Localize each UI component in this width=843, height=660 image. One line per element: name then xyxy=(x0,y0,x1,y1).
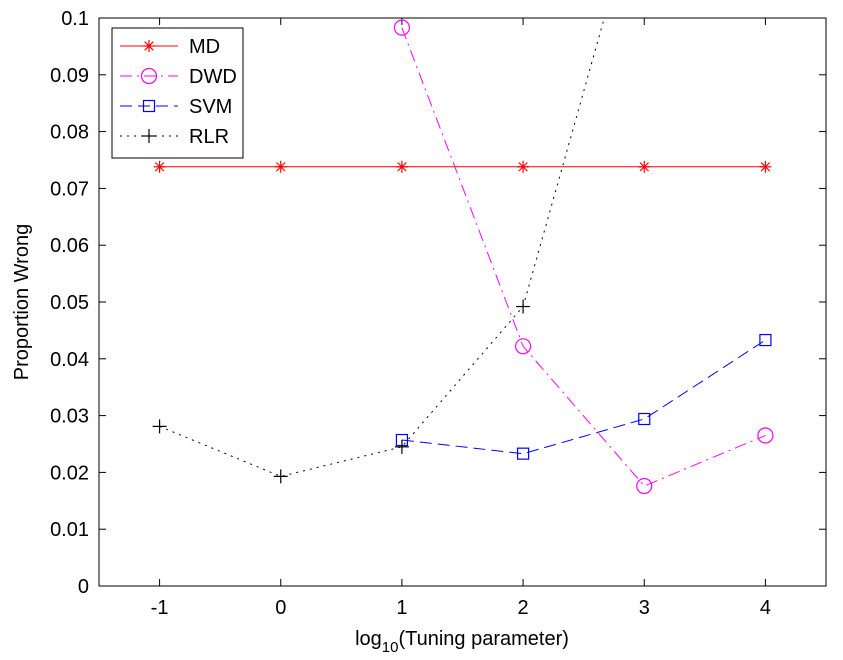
x-tick-label: 0 xyxy=(275,597,286,619)
md-data-point xyxy=(274,160,287,173)
y-tick-label: 0.09 xyxy=(50,65,89,87)
rlr-data-point xyxy=(516,299,531,314)
legend-label-dwd: DWD xyxy=(189,66,237,88)
md-data-point xyxy=(759,160,772,173)
dwd-series-line xyxy=(401,27,766,487)
x-axis-label-subscript: 10 xyxy=(382,639,399,656)
y-axis-label: Proportion Wrong xyxy=(11,224,33,380)
dwd-data-point xyxy=(514,338,532,355)
legend-label-md: MD xyxy=(189,36,220,58)
x-axis-label-main: log xyxy=(355,628,382,650)
y-tick-label: 0.05 xyxy=(50,292,89,314)
md-data-point xyxy=(395,160,408,173)
md-data-point xyxy=(638,160,651,173)
dwd-data-point xyxy=(636,477,653,495)
svm-data-point xyxy=(638,412,651,426)
y-tick-label: 0.02 xyxy=(50,462,89,484)
svm-series-line xyxy=(401,339,766,455)
md-data-point xyxy=(517,160,530,173)
markers-layer xyxy=(152,19,774,495)
y-tick-label: 0 xyxy=(78,576,89,598)
rlr-data-point xyxy=(273,469,288,484)
dwd-data-point xyxy=(757,427,774,444)
x-tick-label: 2 xyxy=(518,597,529,619)
legend-marker-dwd xyxy=(140,67,158,85)
dwd-data-point xyxy=(393,19,411,36)
rlr-data-point xyxy=(394,439,409,454)
x-tick-label: 3 xyxy=(639,597,650,619)
md-data-point xyxy=(153,160,166,173)
y-tick-label: 0.01 xyxy=(50,519,89,541)
y-tick-label: 0.03 xyxy=(50,406,89,428)
x-tick-label: 4 xyxy=(760,597,771,619)
x-axis-label-rest: (Tuning parameter) xyxy=(398,628,568,650)
legend-label-svm: SVM xyxy=(189,96,232,118)
y-tick-label: 0.06 xyxy=(50,235,89,257)
y-tick-label: 0.04 xyxy=(50,349,89,371)
legend-marker-md xyxy=(143,40,155,52)
y-tick-label: 0.07 xyxy=(50,178,89,200)
legend-marker-svm xyxy=(142,99,156,113)
legend-marker-rlr xyxy=(142,129,156,143)
x-tick-label: 1 xyxy=(396,597,407,619)
legend: MD DWD SVM RLR xyxy=(111,27,244,159)
legend-label-rlr: RLR xyxy=(189,126,229,148)
x-axis-label: log10(Tuning parameter) xyxy=(355,628,569,656)
svm-data-point xyxy=(516,447,530,460)
svm-data-point xyxy=(759,333,772,347)
x-tick-label: -1 xyxy=(151,597,169,619)
rlr-data-point xyxy=(152,419,167,434)
y-tick-label: 0.1 xyxy=(61,8,89,30)
axis-ticks: -1 0 1 2 3 4 0 0.01 0.02 0.03 0.04 0.05 0.06 0.07 0.08… xyxy=(50,8,826,619)
series-layer xyxy=(159,18,766,487)
y-tick-label: 0.08 xyxy=(50,122,89,144)
